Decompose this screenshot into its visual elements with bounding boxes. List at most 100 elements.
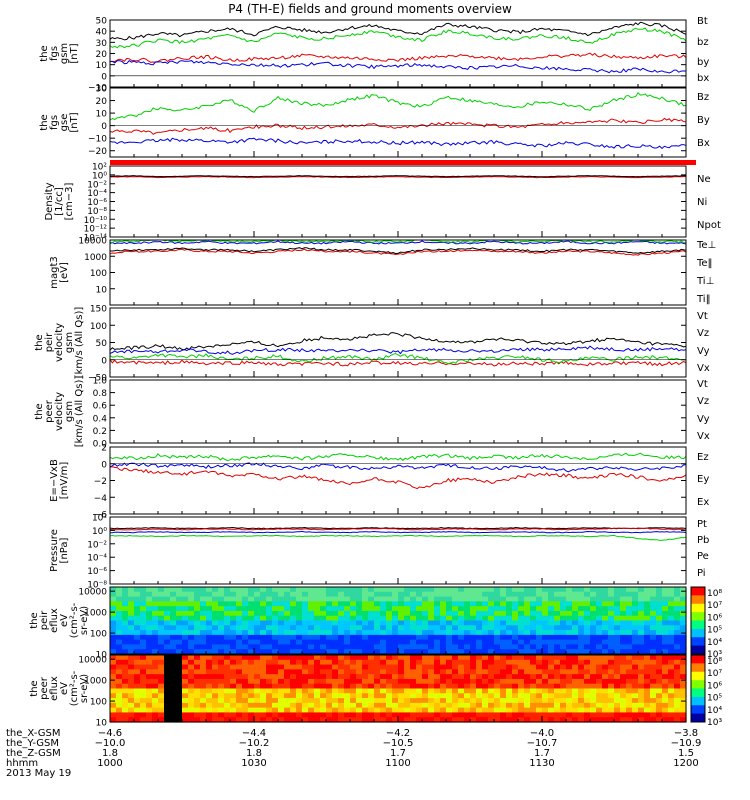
heatmap-cell — [566, 712, 573, 718]
heatmap-cell — [656, 674, 663, 680]
heatmap-cell — [188, 669, 195, 675]
heatmap-cell — [332, 693, 339, 699]
heatmap-cell — [674, 639, 681, 646]
heatmap-cell — [374, 674, 381, 680]
heatmap-cell — [284, 596, 291, 602]
heatmap-cell — [320, 601, 327, 607]
heatmap-cell — [482, 717, 489, 723]
heatmap-cell — [518, 712, 525, 718]
heatmap-cell — [182, 659, 189, 666]
heatmap-cell — [200, 698, 207, 704]
heatmap-cell — [224, 688, 231, 694]
heatmap-cell — [422, 591, 429, 598]
heatmap-cell — [476, 678, 483, 685]
heatmap-cell — [248, 669, 255, 675]
heatmap-cell — [164, 639, 171, 646]
heatmap-cell — [440, 620, 447, 626]
heatmap-cell — [176, 634, 183, 641]
heatmap-cell — [494, 649, 501, 655]
heatmap-cell — [584, 683, 591, 690]
heatmap-cell — [242, 659, 249, 666]
heatmap-cell — [410, 625, 417, 631]
heatmap-cell — [650, 606, 657, 612]
heatmap-cell — [152, 712, 159, 718]
heatmap-cell — [356, 596, 363, 602]
heatmap-cell — [386, 702, 393, 709]
series-line-magt3-2 — [109, 240, 687, 245]
heatmap-cell — [296, 615, 303, 622]
heatmap-cell — [626, 639, 633, 646]
heatmap-cell — [128, 664, 135, 670]
heatmap-cell — [272, 610, 279, 617]
heatmap-cell — [248, 639, 255, 646]
colorbar-tick-label: 10⁵ — [707, 626, 722, 636]
heatmap-cell — [656, 678, 663, 685]
heatmap-cell — [362, 702, 369, 709]
heatmap-cell — [614, 712, 621, 718]
heatmap-cell — [512, 674, 519, 680]
heatmap-cell — [572, 634, 579, 641]
heatmap-cell — [512, 712, 519, 718]
legend-peer_velocity-0: Vt — [697, 379, 708, 390]
heatmap-cell — [494, 596, 501, 602]
heatmap-cell — [344, 664, 351, 670]
heatmap-cell — [206, 615, 213, 622]
heatmap-cell — [320, 717, 327, 723]
heatmap-cell — [560, 606, 567, 612]
heatmap-cell — [530, 610, 537, 617]
heatmap-cell — [290, 698, 297, 704]
heatmap-cell — [302, 688, 309, 694]
heatmap-cell — [374, 649, 381, 655]
heatmap-cell — [200, 674, 207, 680]
heatmap-cell — [356, 688, 363, 694]
heatmap-cell — [146, 707, 153, 714]
heatmap-cell — [608, 702, 615, 709]
heatmap-cell — [632, 707, 639, 714]
heatmap-cell — [554, 655, 561, 661]
heatmap-cell — [110, 669, 117, 675]
heatmap-cell — [284, 674, 291, 680]
heatmap-cell — [278, 669, 285, 675]
heatmap-cell — [260, 625, 267, 631]
heatmap-cell — [260, 610, 267, 617]
heatmap-cell — [188, 615, 195, 622]
heatmap-cell — [362, 669, 369, 675]
heatmap-cell — [194, 669, 201, 675]
heatmap-cell — [386, 615, 393, 622]
heatmap-cell — [452, 587, 459, 593]
heatmap-cell — [590, 659, 597, 666]
heatmap-cell — [668, 644, 675, 650]
heatmap-cell — [650, 630, 657, 636]
heatmap-cell — [296, 630, 303, 636]
heatmap-cell — [170, 717, 177, 723]
heatmap-cell — [446, 712, 453, 718]
heatmap-cell — [302, 698, 309, 704]
heatmap-cell — [326, 664, 333, 670]
heatmap-cell — [560, 659, 567, 666]
heatmap-cell — [512, 678, 519, 685]
heatmap-cell — [236, 625, 243, 631]
heatmap-cell — [170, 659, 177, 666]
heatmap-cell — [638, 606, 645, 612]
y-axis-label: [nT] — [69, 43, 80, 63]
heatmap-cell — [368, 630, 375, 636]
legend-fgs_gsm-0: Bt — [697, 16, 708, 27]
heatmap-cell — [188, 707, 195, 714]
heatmap-cell — [422, 669, 429, 675]
heatmap-cell — [500, 659, 507, 666]
heatmap-cell — [542, 630, 549, 636]
heatmap-cell — [662, 630, 669, 636]
heatmap-cell — [134, 669, 141, 675]
heatmap-cell — [110, 688, 117, 694]
heatmap-cell — [602, 630, 609, 636]
heatmap-cell — [182, 649, 189, 655]
heatmap-cell — [230, 591, 237, 598]
heatmap-cell — [500, 688, 507, 694]
heatmap-cell — [602, 639, 609, 646]
heatmap-cell — [356, 601, 363, 607]
series-line-magt3-0 — [109, 248, 687, 256]
heatmap-cell — [116, 717, 123, 723]
heatmap-cell — [470, 596, 477, 602]
heatmap-cell — [512, 587, 519, 593]
heatmap-cell — [254, 717, 261, 723]
